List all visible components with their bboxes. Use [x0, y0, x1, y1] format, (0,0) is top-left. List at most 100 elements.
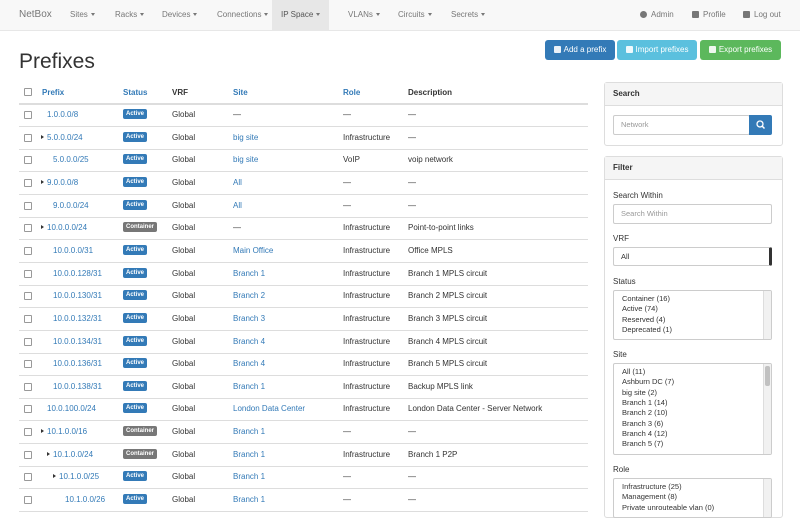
prefix-link[interactable]: 9.0.0.0/8	[47, 177, 79, 187]
prefix-link[interactable]: 10.1.0.0/16	[47, 427, 88, 437]
site[interactable]: big site	[233, 155, 259, 165]
site[interactable]: Branch 1	[233, 495, 266, 505]
option[interactable]: Active (74)	[622, 304, 658, 314]
option[interactable]: Reserved (4)	[622, 314, 666, 324]
search-within-input[interactable]: Search Within	[613, 204, 772, 224]
user-menu-item[interactable]: Admin	[651, 10, 674, 19]
checkbox[interactable]	[24, 269, 32, 278]
expand-arrow[interactable]	[53, 474, 56, 479]
prefix-link[interactable]: 10.0.0.0/31	[53, 245, 94, 255]
prefix-link[interactable]: 10.0.0.132/31	[53, 313, 102, 323]
action-button[interactable]: Add a prefix	[545, 40, 615, 60]
option[interactable]: Branch 5 (7)	[622, 439, 664, 449]
site[interactable]: Main Office	[233, 245, 274, 255]
prefix-link[interactable]: 10.0.0.0/24	[47, 223, 88, 233]
option[interactable]: Ashburn DC (7)	[622, 377, 675, 387]
prefix-link[interactable]: 5.0.0.0/24	[47, 132, 83, 142]
option[interactable]: Branch 3 (6)	[622, 418, 664, 428]
nav-menu-item[interactable]: Devices	[162, 0, 198, 30]
prefix-link[interactable]: 1.0.0.0/8	[47, 110, 79, 119]
option[interactable]: Deprecated (1)	[622, 324, 673, 334]
vrf-select[interactable]: All	[613, 247, 772, 266]
option[interactable]: Management (8)	[622, 492, 678, 502]
user-menu-item[interactable]: Log out	[754, 10, 781, 19]
prefix-link[interactable]: 10.1.0.0/26	[65, 495, 106, 505]
nav-menu-item[interactable]: Sites	[70, 0, 95, 30]
prefix-link[interactable]: 10.0.0.138/31	[53, 381, 102, 391]
prefix-link[interactable]: 10.0.0.134/31	[53, 336, 102, 346]
status-list[interactable]: Container (16) Active (74) Reserved (4) Dep…	[613, 290, 772, 340]
site[interactable]: Branch 1	[233, 268, 266, 278]
nav-menu-item[interactable]: Connections	[217, 0, 269, 30]
checkbox[interactable]	[24, 496, 32, 505]
prefix-link[interactable]: 10.0.0.136/31	[53, 359, 102, 369]
prefix-link[interactable]: 10.0.100.0/24	[47, 404, 96, 414]
checkbox[interactable]	[24, 201, 32, 210]
site[interactable]: All	[233, 200, 242, 210]
checkbox[interactable]	[24, 360, 32, 369]
option[interactable]: big site (2)	[622, 387, 658, 397]
search-button[interactable]	[749, 115, 772, 135]
site[interactable]: Branch 2	[233, 291, 266, 301]
site-list[interactable]: All (11) Ashburn DC (7) big site (2) Branch…	[613, 363, 772, 455]
checkbox[interactable]	[24, 450, 32, 459]
checkbox[interactable]	[24, 178, 32, 187]
brand[interactable]: NetBox	[19, 9, 52, 20]
user-menu-item[interactable]: Profile	[703, 10, 726, 19]
checkbox[interactable]	[24, 111, 32, 119]
checkbox[interactable]	[24, 473, 32, 482]
checkbox[interactable]	[24, 246, 32, 255]
site[interactable]: Branch 3	[233, 313, 266, 323]
checkbox[interactable]	[24, 405, 32, 414]
prefix-link[interactable]: 5.0.0.0/25	[53, 155, 89, 165]
site[interactable]: big site	[233, 132, 259, 142]
checkbox[interactable]	[24, 156, 32, 165]
option[interactable]: Infrastructure (25)	[622, 482, 682, 491]
option[interactable]: Branch 4 (12)	[622, 428, 668, 438]
site[interactable]: London Data Center	[233, 404, 306, 414]
prefix-link[interactable]: 10.1.0.0/24	[53, 449, 94, 459]
option[interactable]: Branch 1 (14)	[622, 397, 668, 407]
option[interactable]: All (11)	[622, 367, 646, 376]
site[interactable]: Branch 4	[233, 336, 266, 346]
column-header[interactable]: Role	[343, 88, 361, 97]
expand-arrow[interactable]	[41, 179, 44, 184]
nav-menu-item[interactable]: VLANs	[348, 0, 380, 30]
option[interactable]: Branch 2 (10)	[622, 408, 668, 418]
expand-arrow[interactable]	[47, 451, 50, 456]
site[interactable]: Branch 4	[233, 359, 266, 369]
expand-arrow[interactable]	[41, 225, 44, 230]
column-header[interactable]: Site	[233, 88, 248, 97]
prefix-link[interactable]: 10.0.0.128/31	[53, 268, 102, 278]
checkbox[interactable]	[24, 314, 32, 323]
role-list[interactable]: Infrastructure (25) Management (8) Private…	[613, 478, 772, 518]
checkbox[interactable]	[24, 382, 32, 391]
action-button[interactable]: Export prefixes	[700, 40, 781, 60]
site[interactable]: All	[233, 177, 242, 187]
checkbox[interactable]	[24, 88, 32, 96]
checkbox[interactable]	[24, 133, 32, 142]
site[interactable]: Branch 1	[233, 449, 266, 459]
expand-arrow[interactable]	[41, 429, 44, 434]
column-header[interactable]: Prefix	[42, 88, 65, 97]
checkbox[interactable]	[24, 224, 32, 233]
checkbox[interactable]	[24, 292, 32, 301]
site[interactable]: Branch 1	[233, 472, 266, 482]
prefix-link[interactable]: 10.0.0.130/31	[53, 291, 102, 301]
option[interactable]: Private unrouteable vlan (0)	[622, 502, 715, 512]
nav-menu-item[interactable]: Secrets	[451, 0, 486, 30]
site[interactable]: Branch 1	[233, 381, 266, 391]
nav-menu-item[interactable]: Racks	[115, 0, 145, 30]
nav-menu-item[interactable]: IP Space	[272, 0, 330, 30]
prefix-link[interactable]: 10.1.0.0/25	[59, 472, 100, 482]
expand-arrow[interactable]	[41, 134, 44, 139]
action-button[interactable]: Import prefixes	[617, 40, 697, 60]
prefix-link[interactable]: 9.0.0.0/24	[53, 200, 89, 210]
site[interactable]: Branch 1	[233, 427, 266, 437]
column-header[interactable]: Status	[123, 88, 148, 97]
search-input[interactable]: Network	[613, 115, 750, 135]
option[interactable]: Container (16)	[622, 294, 670, 303]
nav-menu-item[interactable]: Circuits	[398, 0, 432, 30]
checkbox[interactable]	[24, 337, 32, 346]
checkbox[interactable]	[24, 428, 32, 437]
